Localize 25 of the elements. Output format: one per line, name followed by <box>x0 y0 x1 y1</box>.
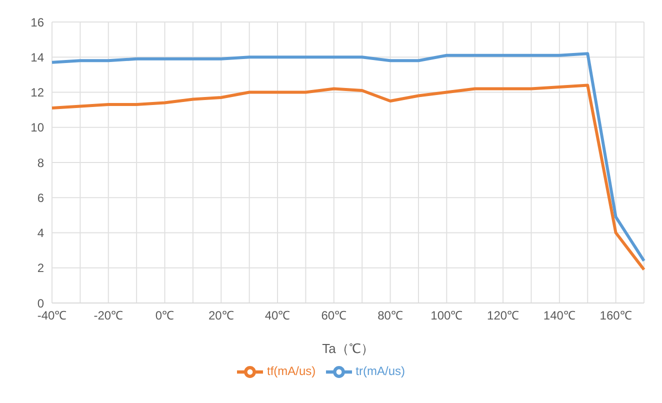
x-tick-label: 40℃ <box>264 308 290 323</box>
x-tick-label: 20℃ <box>208 308 234 323</box>
y-tick-label: 0 <box>37 296 44 310</box>
x-tick-label: 140℃ <box>543 308 576 323</box>
x-tick-label: 0℃ <box>155 308 174 323</box>
legend-label: tf(mA/us) <box>266 364 316 378</box>
x-tick-label: 160℃ <box>600 308 632 323</box>
y-tick-label: 2 <box>37 261 44 276</box>
x-tick-label: -20℃ <box>94 308 124 323</box>
line-series <box>50 52 646 262</box>
x-tick-label: 100℃ <box>430 308 463 323</box>
y-tick-label: 8 <box>37 156 44 170</box>
x-axis-title: Ta（℃） <box>322 341 374 356</box>
x-tick-label: 120℃ <box>487 308 520 323</box>
x-tick-label: -40℃ <box>37 308 67 323</box>
y-tick-label: 4 <box>37 226 44 240</box>
y-tick-label: 14 <box>30 50 44 64</box>
line-series <box>50 84 646 272</box>
y-tick-label: 10 <box>30 120 44 135</box>
y-tick-label: 12 <box>30 86 44 100</box>
y-tick-label: 16 <box>30 15 44 30</box>
x-tick-label: 60℃ <box>321 308 347 323</box>
legend-label: tr(mA/us) <box>356 364 405 378</box>
y-tick-label: 6 <box>37 190 44 205</box>
x-tick-label: 80℃ <box>378 308 403 323</box>
